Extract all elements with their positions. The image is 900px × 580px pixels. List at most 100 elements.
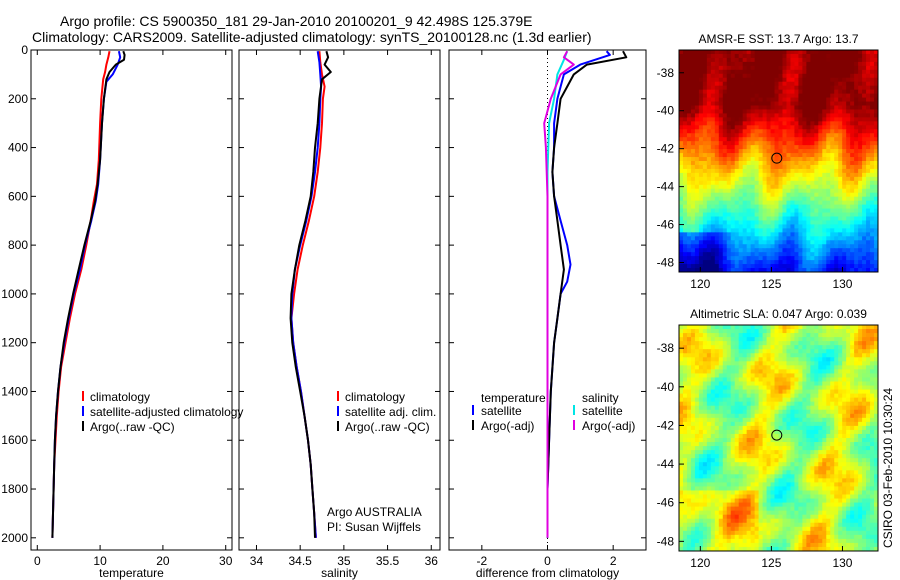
map-cell: [754, 438, 760, 443]
map-cell: [722, 164, 728, 170]
map-cell: [694, 141, 700, 146]
map-cell: [834, 357, 839, 362]
map-cell: [818, 357, 823, 362]
map-cell: [754, 482, 760, 488]
map-cell: [798, 244, 803, 249]
map-cell: [846, 413, 851, 419]
map-cell: [814, 157, 819, 162]
map-cell: [794, 244, 799, 249]
map-cell: [770, 421, 776, 427]
map-cell: [798, 240, 803, 245]
map-cell: [702, 341, 708, 346]
map-cell: [730, 377, 736, 383]
map-cell: [794, 149, 799, 154]
map-cell: [682, 153, 688, 158]
map-cell: [694, 89, 700, 95]
map-cell: [862, 50, 867, 55]
map-cell: [838, 369, 843, 375]
map-cell: [682, 385, 688, 391]
map-cell: [854, 369, 859, 375]
map-cell: [814, 228, 819, 233]
map-cell: [694, 232, 700, 237]
map-cell: [858, 401, 863, 407]
map-cell: [778, 494, 784, 500]
map-cell: [798, 458, 803, 463]
map-cell: [734, 232, 740, 237]
map-cell: [746, 81, 752, 87]
map-cell: [714, 405, 720, 411]
map-cell: [762, 101, 768, 107]
map-cell: [822, 482, 827, 488]
map-cell: [842, 50, 847, 55]
map-cell: [714, 65, 720, 71]
map-cell: [694, 125, 700, 130]
map-cell: [790, 161, 796, 166]
map-cell: [786, 248, 792, 253]
map-cell: [742, 73, 748, 79]
map-cell: [802, 232, 807, 237]
map-cell: [679, 357, 684, 362]
map-cell: [770, 454, 776, 459]
map-cell: [710, 188, 716, 194]
map-cell: [782, 486, 788, 492]
map-cell: [814, 61, 819, 67]
map-cell: [790, 425, 796, 431]
map-cell: [858, 333, 863, 338]
map-cell: [726, 256, 732, 261]
map-cell: [854, 373, 859, 379]
map-cell: [742, 494, 748, 500]
map-cell: [762, 50, 768, 55]
map-cell: [786, 490, 792, 496]
map-cell: [726, 224, 732, 229]
map-cell: [786, 188, 792, 194]
map-cell: [870, 105, 875, 111]
map-cell: [846, 141, 851, 146]
map-cell: [858, 458, 863, 463]
map-cell: [806, 164, 811, 170]
map-cell: [842, 260, 847, 265]
map-cell: [862, 458, 867, 463]
map-cell: [694, 429, 700, 435]
map-cell: [714, 133, 720, 138]
map-cell: [786, 470, 792, 475]
map-cell: [698, 498, 704, 504]
map-cell: [694, 333, 700, 338]
map-cell: [686, 105, 692, 111]
map-cell: [814, 53, 819, 59]
map-cell: [722, 333, 728, 338]
map-cell: [874, 433, 878, 439]
map-cell: [798, 113, 803, 118]
map-cell: [850, 458, 855, 463]
map-cell: [862, 172, 867, 178]
map-cell: [826, 389, 831, 395]
map-cell: [742, 482, 748, 488]
map-cell: [750, 466, 756, 471]
map-cell: [866, 196, 871, 202]
map-cell: [730, 349, 736, 354]
map-cell: [834, 141, 839, 146]
map-cell: [814, 433, 819, 439]
map-cell: [798, 89, 803, 95]
map-cell: [706, 109, 712, 115]
map-cell: [798, 264, 803, 269]
map-cell: [778, 248, 784, 253]
map-cell: [786, 77, 792, 83]
map-cell: [750, 365, 756, 370]
map-cell: [706, 153, 712, 158]
map-cell: [682, 337, 688, 342]
map-cell: [830, 381, 835, 387]
map-cell: [738, 405, 744, 411]
map-cell: [822, 161, 827, 166]
map-cell: [702, 337, 708, 342]
map-cell: [738, 490, 744, 496]
map-field-sst: [679, 50, 878, 272]
map-cell: [826, 164, 831, 170]
map-cell: [826, 204, 831, 210]
map-cell: [690, 329, 696, 334]
map-cell: [710, 133, 716, 138]
map-cell: [706, 345, 712, 350]
map-cell: [766, 141, 772, 146]
map-cell: [862, 228, 867, 233]
map-cell: [786, 474, 792, 479]
map-cell: [710, 85, 716, 91]
